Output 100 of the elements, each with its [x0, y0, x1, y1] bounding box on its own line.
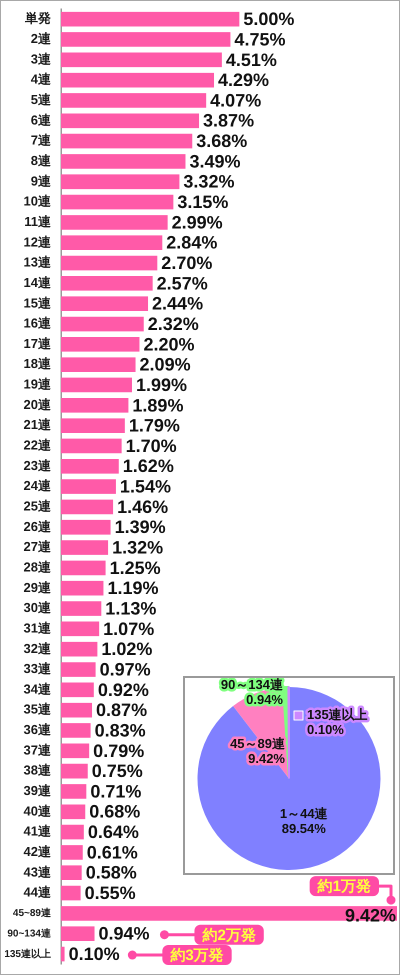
data-label: 2.20% [143, 334, 195, 354]
data-label: 9.42% [248, 751, 286, 766]
data-label: 1.32% [112, 538, 164, 558]
y-tick-label: 31連 [24, 620, 52, 636]
y-tick-label: 33連 [24, 661, 52, 676]
y-tick-label: 34連 [24, 681, 52, 696]
y-tick-label: 90~134連 [7, 927, 52, 940]
bar [61, 337, 140, 352]
bar [61, 418, 125, 433]
data-label: 2.99% [172, 212, 223, 232]
bar [61, 580, 104, 596]
data-label: 1.70% [126, 436, 177, 456]
y-tick-label: 5連 [30, 92, 52, 108]
y-tick-label: 18連 [24, 356, 52, 372]
y-tick-label: 43連 [24, 864, 52, 880]
data-label: 0.68% [89, 802, 140, 822]
data-label: 4.75% [234, 29, 286, 50]
bar [61, 520, 111, 535]
bar [61, 764, 88, 778]
bar [61, 479, 116, 494]
y-tick-label: 35連 [24, 702, 52, 717]
y-tick-label: 40連 [24, 803, 52, 818]
data-label: 0.94% [246, 692, 284, 708]
y-tick-label: 27連 [24, 539, 52, 554]
bar [61, 845, 83, 860]
data-label: 0.75% [92, 761, 143, 782]
annotation: 約1万発 [316, 878, 371, 896]
y-tick-label: 36連 [24, 722, 52, 738]
data-label: 0.94% [98, 924, 150, 944]
y-tick-label: 44連 [24, 884, 52, 900]
y-tick-label: 10連 [24, 194, 52, 209]
y-tick-label: 4連 [30, 72, 52, 87]
y-tick-label: 17連 [24, 336, 52, 351]
bar [61, 32, 230, 47]
slice-label: 1～44連 [280, 806, 329, 821]
data-label: 1.07% [103, 618, 154, 639]
bar [61, 154, 186, 169]
bar [61, 296, 148, 312]
bar [61, 926, 95, 942]
bar [61, 256, 158, 270]
data-label: 5.00% [243, 9, 294, 30]
bar [61, 601, 102, 616]
bar [61, 458, 119, 474]
data-label: 4.29% [218, 70, 270, 90]
data-label: 0.92% [98, 680, 149, 700]
data-label: 3.15% [177, 192, 228, 212]
y-tick-label: 23連 [24, 458, 52, 473]
bar [61, 276, 153, 291]
data-label: 0.64% [88, 822, 139, 842]
bar [61, 886, 81, 900]
y-tick-label: 6連 [30, 112, 52, 128]
bar [61, 93, 206, 108]
y-tick-label: 19連 [24, 376, 52, 392]
y-tick-label: 8連 [30, 153, 52, 168]
y-tick-label: 3連 [30, 51, 52, 66]
y-tick-label: 24連 [24, 478, 52, 494]
y-tick-label: 21連 [24, 417, 52, 432]
bar [61, 215, 168, 230]
data-label: 0.87% [96, 700, 148, 720]
bar [61, 642, 98, 657]
bar [61, 12, 240, 26]
annotation: 約2万発 [201, 926, 256, 944]
data-label: 3.49% [189, 151, 241, 172]
annotation: 約3万発 [169, 947, 224, 964]
bar [61, 682, 94, 698]
bar [61, 316, 144, 332]
y-tick-label: 38連 [24, 762, 52, 778]
y-tick-label: 41連 [24, 824, 52, 839]
y-tick-label: 30連 [24, 600, 52, 616]
bar [61, 702, 92, 718]
data-label: 1.54% [120, 476, 171, 497]
data-label: 2.57% [156, 273, 208, 294]
legend-label: 135連以上 [307, 707, 368, 722]
y-tick-label: 13連 [24, 254, 52, 270]
y-tick-label: 29連 [24, 580, 52, 595]
y-tick-label: 9連 [30, 173, 52, 188]
bar [61, 622, 100, 636]
bar [61, 560, 106, 576]
bar [61, 113, 200, 128]
slice-label: 90～134連 [220, 677, 284, 692]
data-label: 89.54% [282, 820, 326, 836]
data-label: 2.70% [161, 253, 212, 274]
data-label: 0.79% [93, 740, 144, 761]
y-tick-label: 26連 [24, 518, 52, 534]
y-tick-label: 単発 [24, 10, 51, 26]
y-tick-label: 16連 [24, 316, 52, 331]
data-label: 1.39% [114, 517, 166, 538]
y-tick-label: 14連 [24, 274, 52, 290]
data-label: 0.97% [100, 659, 151, 680]
data-label: 3.87% [203, 110, 254, 131]
bar [61, 378, 132, 392]
bar [61, 398, 128, 413]
data-label: 3.32% [183, 172, 234, 192]
data-label: 0.55% [84, 883, 136, 904]
y-tick-label: 39連 [24, 783, 52, 798]
bar [61, 723, 91, 738]
bar [61, 906, 397, 921]
bar [61, 52, 222, 68]
data-label: 0.58% [86, 862, 137, 883]
y-tick-label: 42連 [24, 844, 52, 859]
